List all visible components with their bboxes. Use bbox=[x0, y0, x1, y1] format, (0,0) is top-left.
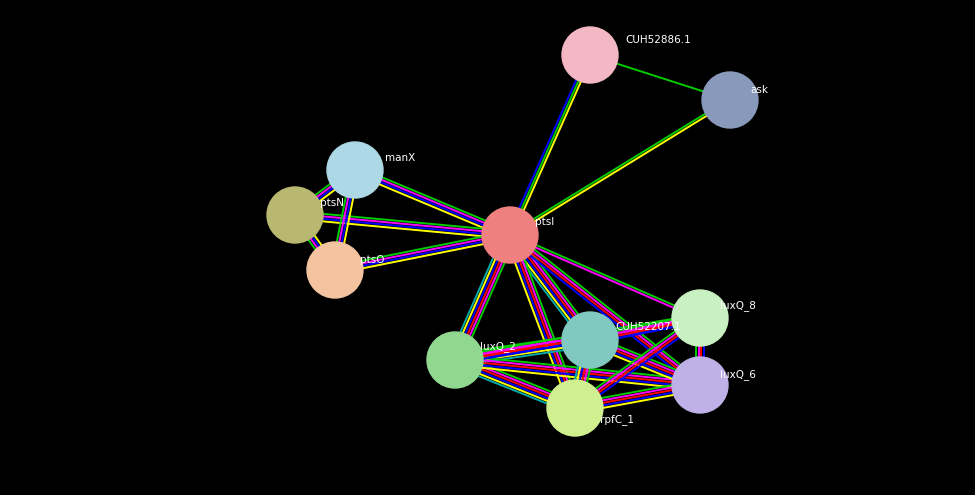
Text: ptsN: ptsN bbox=[320, 198, 344, 208]
Circle shape bbox=[267, 187, 323, 243]
Circle shape bbox=[427, 332, 483, 388]
Text: luxQ_2: luxQ_2 bbox=[480, 342, 516, 352]
Text: rpfC_1: rpfC_1 bbox=[600, 414, 634, 426]
Circle shape bbox=[547, 380, 603, 436]
Text: ptsI: ptsI bbox=[535, 217, 554, 227]
Circle shape bbox=[307, 242, 363, 298]
Circle shape bbox=[672, 290, 728, 346]
Text: luxQ_8: luxQ_8 bbox=[720, 300, 756, 311]
Circle shape bbox=[672, 357, 728, 413]
Text: luxQ_6: luxQ_6 bbox=[720, 370, 756, 381]
Circle shape bbox=[562, 312, 618, 368]
Circle shape bbox=[482, 207, 538, 263]
Text: CUH52207.1: CUH52207.1 bbox=[615, 322, 681, 332]
Text: ask: ask bbox=[750, 85, 768, 95]
Circle shape bbox=[562, 27, 618, 83]
Circle shape bbox=[702, 72, 758, 128]
Text: manX: manX bbox=[385, 153, 415, 163]
Text: ptsO: ptsO bbox=[360, 255, 384, 265]
Text: CUH52886.1: CUH52886.1 bbox=[625, 35, 690, 45]
Circle shape bbox=[327, 142, 383, 198]
